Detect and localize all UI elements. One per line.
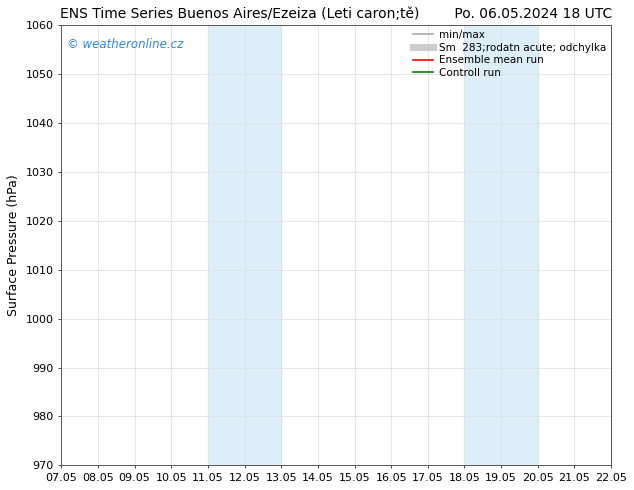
Text: © weatheronline.cz: © weatheronline.cz (67, 38, 183, 51)
Title: ENS Time Series Buenos Aires/Ezeiza (Leti caron;tě)        Po. 06.05.2024 18 UTC: ENS Time Series Buenos Aires/Ezeiza (Let… (60, 7, 612, 21)
Bar (208, 25, 281, 465)
Legend: min/max, Sm  283;rodatn acute; odchylka, Ensemble mean run, Controll run: min/max, Sm 283;rodatn acute; odchylka, … (413, 30, 606, 78)
Y-axis label: Surface Pressure (hPa): Surface Pressure (hPa) (7, 174, 20, 316)
Bar (465, 25, 538, 465)
